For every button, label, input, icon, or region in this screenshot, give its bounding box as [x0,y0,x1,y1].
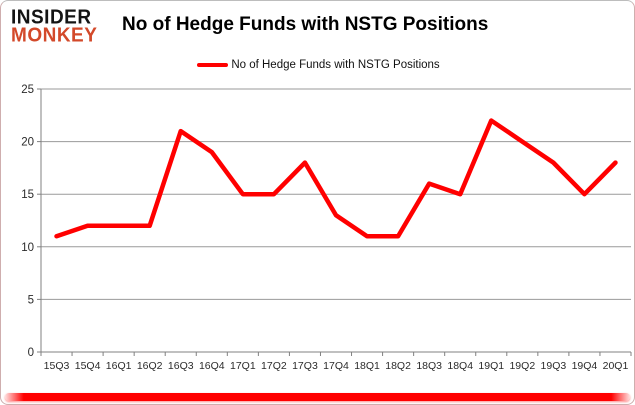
x-axis-label: 16Q1 [106,360,132,372]
red-accent-bar [5,393,630,401]
legend-label: No of Hedge Funds with NSTG Positions [231,59,440,71]
y-axis-label: 20 [21,137,34,149]
legend-line-swatch [197,63,229,67]
x-axis-label: 18Q1 [354,360,380,372]
x-axis-label: 17Q4 [323,360,349,372]
logo-text-insider: INSIDER [11,6,92,29]
x-axis-label: 19Q1 [478,360,504,372]
x-axis-label: 15Q4 [75,360,101,372]
legend: No of Hedge Funds with NSTG Positions [1,59,634,71]
x-axis-label: 19Q3 [541,360,567,372]
x-axis-label: 18Q4 [447,360,473,372]
y-axis-label: 25 [21,84,34,96]
line-chart: 0 5 10 15 20 25 15Q3 15Q4 16Q1 16Q2 16Q3 16Q4 17Q1 17… [1,79,634,386]
logo-text-monkey: MONKEY [11,24,98,47]
x-axis-label: 18Q3 [416,360,442,372]
series-line [54,118,618,239]
y-axis-label: 5 [28,294,34,306]
x-axis-label: 18Q2 [385,360,411,372]
chart-title: No of Hedge Funds with NSTG Positions [122,14,489,35]
insider-monkey-logo: INSIDER MONKEY [11,6,98,47]
x-axis-label: 15Q3 [44,360,70,372]
x-axis-label: 16Q2 [137,360,163,372]
y-axis-label: 15 [21,189,34,201]
x-axis-label: 17Q3 [292,360,318,372]
x-axis-label: 17Q2 [261,360,287,372]
x-axis-label: 16Q4 [199,360,225,372]
x-axis-label: 20Q1 [603,360,629,372]
x-axis-label: 17Q1 [230,360,256,372]
x-axis-label: 16Q3 [168,360,194,372]
y-axis-label: 10 [21,242,34,254]
x-axis-label: 19Q4 [572,360,598,372]
chart-svg: 0 5 10 15 20 25 15Q3 15Q4 16Q1 16Q2 16Q3 16Q4 17Q1 17… [21,84,632,372]
x-axis-label: 19Q2 [509,360,535,372]
y-axis-label: 0 [28,347,34,359]
